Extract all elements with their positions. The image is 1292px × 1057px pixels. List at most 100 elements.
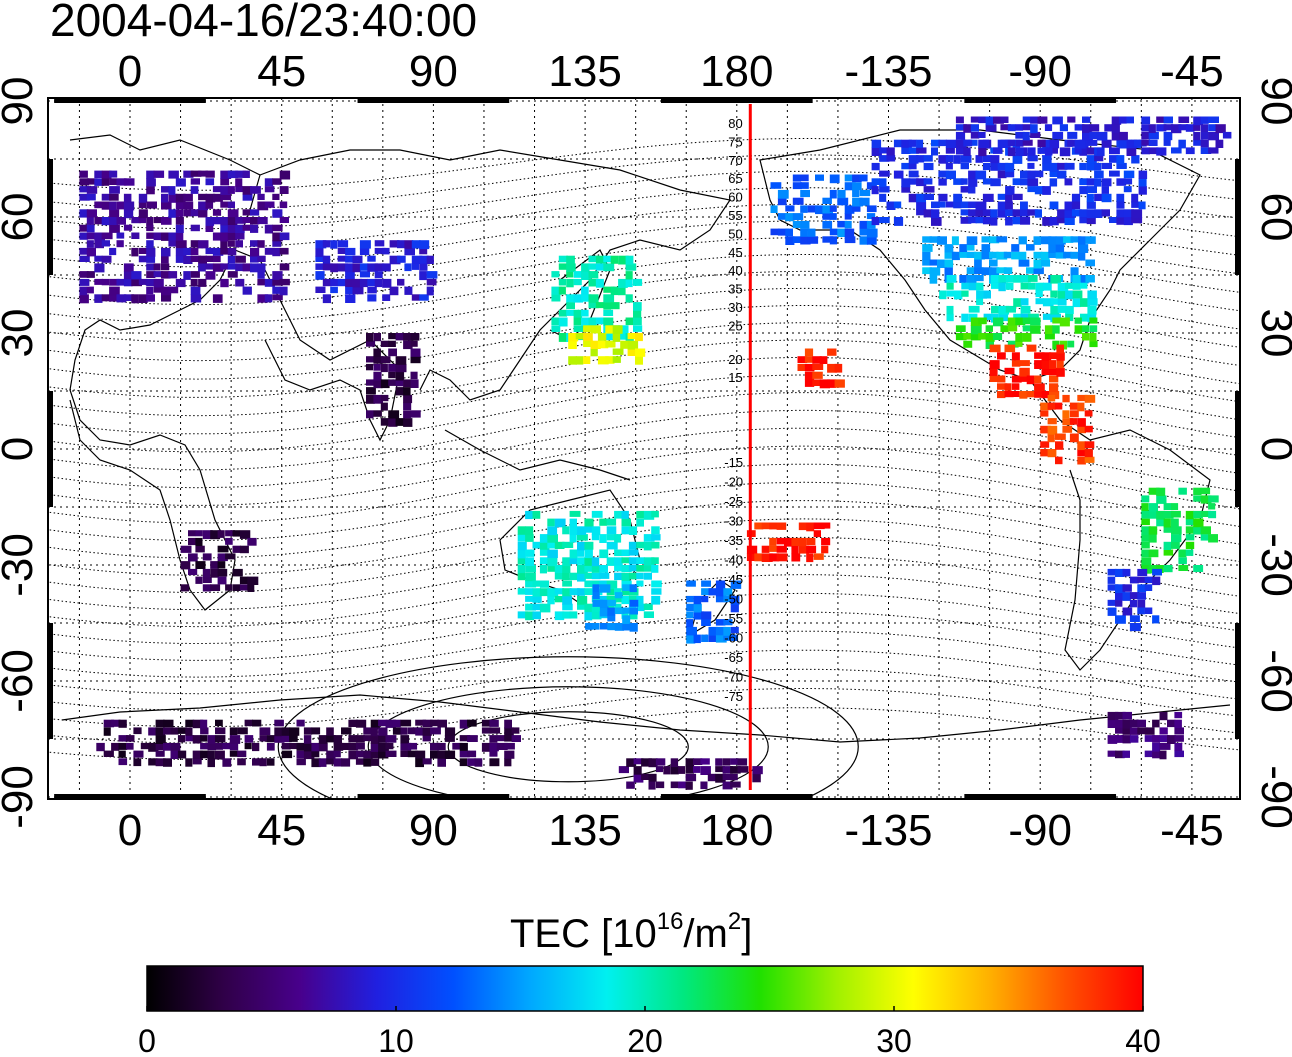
tec-pixel [605, 356, 615, 364]
tec-pixel [183, 170, 194, 178]
tec-pixel [1011, 244, 1020, 252]
tec-pixel [686, 595, 694, 603]
tec-pixel [517, 588, 527, 595]
tec-pixel [1069, 402, 1079, 410]
tec-pixel [190, 294, 202, 303]
tec-pixel [599, 572, 610, 579]
tec-pixel [804, 363, 815, 372]
tec-pixel [614, 588, 622, 595]
tec-pixel [366, 363, 373, 371]
tec-pixel [1087, 298, 1098, 306]
tec-pixel [422, 758, 432, 765]
tec-pixel [517, 565, 525, 574]
tec-pixel [554, 565, 564, 573]
contour-line [48, 356, 1240, 435]
tec-pixel [237, 750, 247, 758]
frame-bar [357, 794, 510, 799]
tec-pixel [722, 766, 733, 774]
tec-pixel [562, 603, 573, 611]
tec-pixel [621, 510, 629, 519]
tec-pixel [190, 247, 199, 256]
tec-pixel [217, 561, 226, 569]
tec-pixel [279, 278, 290, 286]
tec-pixel [532, 588, 542, 597]
tec-pixel [459, 758, 467, 767]
tec-pixel [983, 313, 993, 320]
tec-pixel [1063, 236, 1074, 243]
tec-pixel [554, 572, 564, 580]
tec-pixel [558, 317, 568, 327]
tec-pixel [1129, 576, 1139, 584]
x-tick-label: 90 [409, 47, 458, 96]
tec-pixel [272, 240, 282, 247]
tec-pixel [1200, 487, 1211, 495]
tec-pixel [467, 750, 477, 758]
tec-pixel [597, 333, 607, 341]
tec-pixel [311, 750, 320, 758]
tec-pixel [315, 240, 327, 249]
tec-pixel [621, 565, 632, 572]
tec-pixel [723, 626, 731, 636]
tec-pixel [148, 758, 158, 766]
contour-label: 35 [728, 282, 742, 297]
tec-pixel [963, 340, 973, 348]
tec-pixel [844, 220, 852, 229]
tec-pixel [922, 251, 931, 261]
tec-pixel [569, 549, 578, 559]
tec-pixel [813, 522, 825, 530]
tec-pixel [547, 534, 558, 543]
tec-pixel [1042, 155, 1052, 164]
tec-pixel [1141, 549, 1150, 558]
contour-line [48, 630, 1240, 695]
timestamp-title: 2004-04-16/23:40:00 [50, 0, 477, 46]
tec-pixel [1055, 441, 1064, 450]
tec-pixel [916, 147, 927, 154]
contour-line [48, 649, 1240, 711]
contour-label: 30 [728, 300, 742, 315]
tec-pixel [341, 742, 351, 750]
tec-pixel [126, 742, 134, 750]
tec-pixel [407, 727, 416, 735]
tec-pixel [777, 213, 788, 220]
tec-pixel [1096, 147, 1105, 157]
tec-pixel [1107, 599, 1117, 606]
colorbar-tick-label: 10 [378, 1023, 414, 1057]
tec-pixel [603, 317, 614, 326]
tec-pixel [822, 213, 831, 220]
tec-pixel [770, 205, 778, 213]
tec-pixel [1044, 333, 1055, 340]
tec-pixel [746, 553, 758, 561]
tec-pixel [651, 588, 662, 595]
tec-pixel [1116, 178, 1126, 186]
tec-pixel [1040, 425, 1051, 434]
tec-pixel [397, 278, 405, 286]
tec-pixel [1028, 275, 1038, 282]
tec-pixel [577, 541, 585, 551]
tec-pixel [929, 267, 941, 276]
tec-pixel [554, 541, 565, 549]
tec-pixel [539, 588, 551, 597]
tec-pixel [1126, 116, 1134, 124]
tec-pixel [1089, 131, 1098, 139]
x-tick-label: -135 [844, 47, 932, 96]
tec-pixel [183, 209, 194, 217]
tec-pixel [525, 611, 535, 621]
tec-pixel [1208, 124, 1217, 132]
tec-pixel [210, 568, 219, 578]
tec-pixel [227, 240, 235, 247]
tec-pixel [708, 626, 718, 636]
tec-pixel [670, 766, 679, 775]
tec-pixel [1167, 735, 1176, 744]
tec-pixel [785, 205, 795, 212]
tec-pixel [1122, 607, 1133, 616]
tec-pixel [584, 572, 594, 579]
tec-pixel [648, 781, 656, 790]
tec-pixel [131, 217, 141, 224]
contour-label: -15 [724, 455, 743, 470]
tec-pixel [730, 773, 738, 781]
tec-pixel [1079, 209, 1088, 218]
tec-pixel [605, 325, 614, 334]
tec-pixel [116, 217, 126, 225]
tec-pixel [333, 742, 344, 751]
tec-pixel [395, 333, 405, 341]
